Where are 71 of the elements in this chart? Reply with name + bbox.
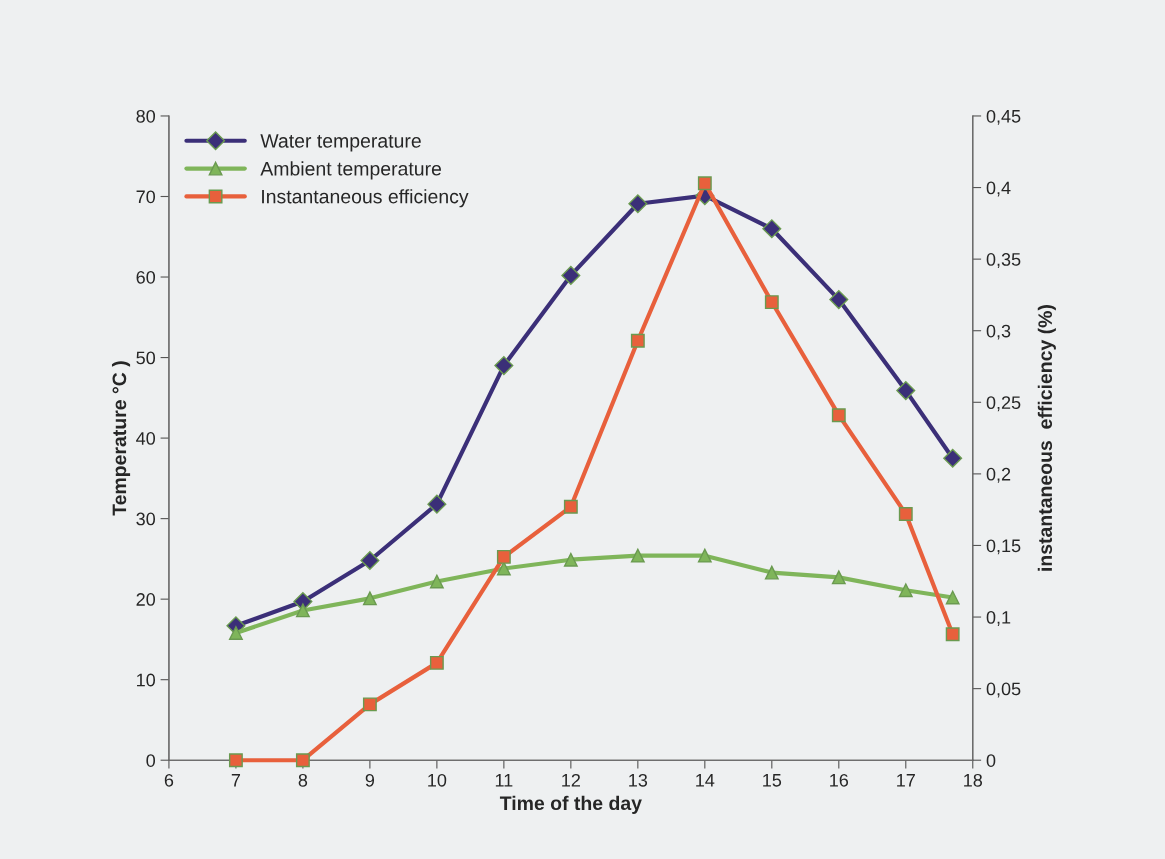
point xyxy=(764,295,779,310)
x-tick-label: 18 xyxy=(964,773,983,787)
y2-tick-label: 0 xyxy=(986,754,996,767)
x-tick-label: 9 xyxy=(365,773,375,787)
x-tick-label: 17 xyxy=(897,774,915,787)
point xyxy=(362,697,377,712)
point xyxy=(561,265,581,285)
point xyxy=(427,494,447,514)
y-tick-label: 20 xyxy=(136,593,156,606)
point xyxy=(628,194,648,214)
point xyxy=(429,655,444,670)
x-axis-title: Time of the day xyxy=(499,795,642,814)
y-tick-label: 40 xyxy=(136,432,156,445)
x-tick-label: 6 xyxy=(164,773,174,787)
point xyxy=(762,219,782,239)
point xyxy=(829,290,849,310)
y-tick-label: 60 xyxy=(136,270,156,284)
y-tick-label: 80 xyxy=(136,109,156,123)
point xyxy=(563,552,578,567)
y-tick-label: 50 xyxy=(136,351,156,365)
x-tick-label: 8 xyxy=(298,773,308,787)
legend-label: Instantaneous efficiency xyxy=(262,189,469,208)
y2-tick-label: 0,25 xyxy=(986,396,1021,412)
x-tick-label: 15 xyxy=(763,774,782,787)
x-tick-label: 16 xyxy=(830,773,849,787)
y2-tick-label: 0,1 xyxy=(986,610,1011,626)
point xyxy=(831,570,846,585)
point xyxy=(360,550,380,571)
y-axis-title: Temperature °C ) xyxy=(111,361,131,516)
point xyxy=(898,583,913,598)
point xyxy=(228,753,243,768)
y2-tick-label: 0,45 xyxy=(986,109,1021,125)
y-tick-label: 10 xyxy=(137,673,156,687)
y2-tick-label: 0,3 xyxy=(986,324,1011,340)
point xyxy=(494,356,514,376)
x-tick-label: 7 xyxy=(231,774,241,787)
point xyxy=(764,565,779,580)
point xyxy=(563,499,578,514)
y2-axis-title: instantaneous efficiency (%) xyxy=(1037,305,1056,571)
x-tick-label: 10 xyxy=(428,773,447,787)
point xyxy=(228,626,243,640)
point xyxy=(697,548,712,563)
point xyxy=(945,627,960,642)
point xyxy=(896,381,916,401)
x-tick-label: 11 xyxy=(495,774,513,787)
point xyxy=(697,176,712,191)
point xyxy=(945,590,960,605)
y-tick-label: 30 xyxy=(136,512,156,526)
y2-tick-label: 0,35 xyxy=(986,253,1021,268)
point xyxy=(898,507,913,521)
point xyxy=(943,448,963,468)
y2-tick-label: 0,2 xyxy=(986,467,1011,483)
point xyxy=(295,753,310,768)
point xyxy=(831,408,846,423)
y-tick-label: 0 xyxy=(146,754,156,767)
legend-label: Ambient temperature xyxy=(260,161,442,180)
x-tick-label: 13 xyxy=(629,773,648,787)
point xyxy=(362,591,377,606)
point xyxy=(630,548,645,563)
y-tick-label: 70 xyxy=(136,190,156,204)
y2-tick-label: 0,4 xyxy=(986,181,1011,197)
x-tick-label: 12 xyxy=(562,773,580,787)
point xyxy=(295,603,310,618)
y2-tick-label: 0,05 xyxy=(986,682,1021,698)
point xyxy=(630,333,645,348)
y2-tick-label: 0,15 xyxy=(986,539,1021,555)
point xyxy=(429,574,444,589)
x-tick-label: 14 xyxy=(696,774,715,787)
legend-label: Water temperature xyxy=(260,134,421,152)
point xyxy=(496,561,511,576)
point xyxy=(496,549,511,564)
